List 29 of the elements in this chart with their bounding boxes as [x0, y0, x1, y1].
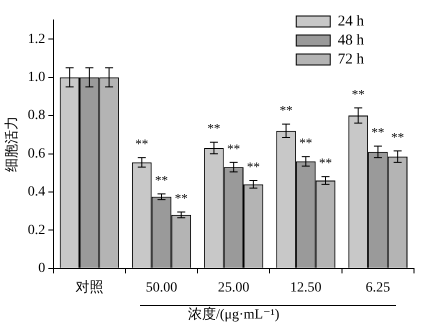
annotation: **: [299, 135, 312, 150]
annotation: **: [391, 129, 404, 144]
x-tick-label: 50.00: [146, 280, 178, 296]
annotation: **: [319, 155, 332, 170]
y-tick-label: 0.8: [28, 108, 46, 124]
annotation: **: [371, 124, 384, 140]
y-tick-label: 1.2: [28, 32, 46, 47]
y-axis-title: 细胞活力: [4, 116, 20, 172]
legend-label: 72 h: [338, 51, 364, 68]
annotation: **: [207, 120, 220, 136]
y-tick-label: 0.2: [28, 222, 46, 238]
annotation: **: [246, 158, 260, 174]
annotation: **: [280, 102, 293, 118]
legend-label: 48 h: [338, 32, 364, 48]
annotation: **: [135, 136, 148, 151]
x-axis-title: 浓度/(μg·mL⁻¹): [188, 306, 280, 322]
y-tick-label: 0.6: [28, 146, 46, 162]
y-tick-label: 0.4: [28, 184, 46, 200]
annotation: **: [174, 190, 188, 206]
y-tick-label: 1.0: [28, 70, 46, 85]
y-tick-label: 0: [38, 261, 46, 276]
annotation: **: [227, 140, 240, 156]
x-tick-label: 25.00: [218, 280, 250, 296]
x-tick-label: 6.25: [366, 280, 390, 296]
x-tick-label: 12.50: [290, 280, 322, 296]
annotation: **: [352, 86, 365, 102]
x-tick-label: 对照: [75, 279, 104, 296]
annotation: **: [155, 172, 168, 188]
legend-label: 24 h: [338, 13, 364, 30]
